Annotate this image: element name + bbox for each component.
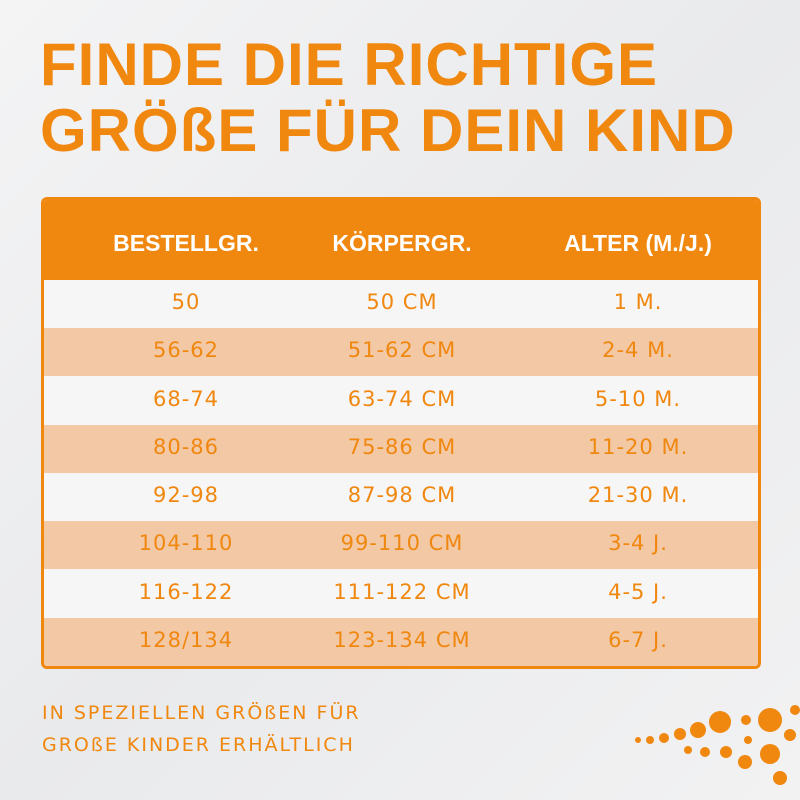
table-cell: 75-86 CM: [347, 434, 457, 459]
size-table: BESTELLGR. KÖRPERGR. ALTER (M./J.) 50 50 CM 1…: [41, 197, 761, 669]
table-cell: 63-74 CM: [347, 386, 457, 411]
column-header: ALTER (M./J.): [564, 230, 712, 256]
footer-line: GROßE KINDER ERHÄLTLICH: [42, 734, 355, 756]
table-cell: 92-98: [152, 483, 220, 507]
table-row: [44, 328, 758, 377]
table-cell: 128/134: [138, 627, 234, 652]
table-row: [44, 473, 758, 521]
title-line: FINDE DIE RICHTIGE: [40, 31, 659, 98]
title-line: GRÖßE FÜR DEIN KIND: [40, 97, 736, 164]
table-cell: 21-30 M.: [587, 483, 689, 507]
table-cell: 1 M.: [613, 290, 663, 314]
table-cell: 6-7 J.: [608, 627, 668, 652]
table-cell: 123-134 CM: [333, 627, 471, 652]
table-cell: 11-20 M.: [587, 434, 689, 459]
table-cell: 116-122: [138, 579, 234, 604]
table-cell: 68-74: [152, 386, 220, 411]
table-cell: 56-62: [152, 338, 220, 363]
table-cell: 104-110: [138, 531, 234, 556]
table-cell: 80-86: [152, 434, 220, 459]
table-cell: 99-110 CM: [340, 531, 464, 556]
column-header: KÖRPERGR.: [332, 230, 472, 256]
table-cell: 50 CM: [366, 290, 438, 314]
table-header: [44, 200, 758, 280]
table-cell: 2-4 M.: [602, 338, 674, 363]
table-cell: 87-98 CM: [347, 483, 457, 507]
footer-line: IN SPEZIELLEN GRÖßEN FÜR: [42, 702, 361, 724]
dots-decoration: [635, 705, 800, 785]
column-header: BESTELLGR.: [113, 230, 259, 256]
table-cell: 3-4 J.: [608, 531, 668, 556]
table-row: [44, 521, 758, 570]
table-row: [44, 376, 758, 425]
table-row: [44, 280, 758, 328]
table-row: [44, 569, 758, 618]
table-row: [44, 617, 758, 666]
table-cell: 50: [171, 290, 201, 314]
table-cell: 51-62 CM: [347, 338, 457, 363]
table-cell: 4-5 J.: [608, 579, 668, 604]
table-cell: 111-122 CM: [333, 579, 471, 604]
table-cell: 5-10 M.: [594, 386, 682, 411]
table-row: [44, 424, 758, 473]
